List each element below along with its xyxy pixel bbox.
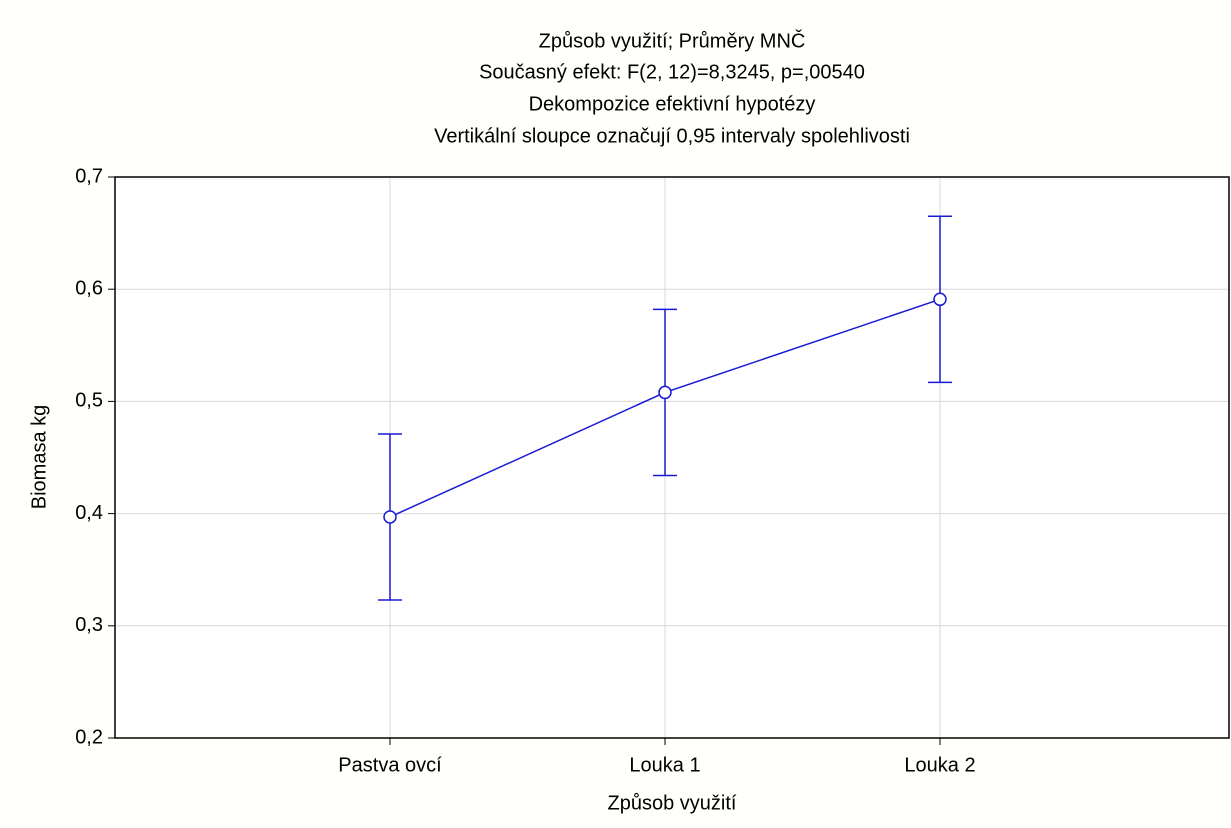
chart-subtitle: Dekompozice efektivní hypotézy (529, 93, 816, 115)
chart-subtitle: Současný efekt: F(2, 12)=8,3245, p=,0054… (479, 61, 865, 83)
marker (658, 385, 672, 400)
marker (933, 292, 947, 307)
chart-subtitle: Vertikální sloupce označují 0,95 interva… (434, 125, 910, 147)
marker (383, 510, 397, 524)
chart-title: Způsob využití; Průměry MNČ (539, 29, 806, 52)
y-tick-label: 0,2 (75, 726, 103, 748)
y-tick-label: 0,6 (75, 277, 103, 299)
y-tick-label: 0,3 (75, 614, 103, 636)
y-axis-label: Biomasa kg (28, 405, 50, 510)
x-axis-label: Způsob využití (608, 792, 737, 814)
plot-frame (114, 176, 1230, 739)
x-tick-label: Louka 2 (904, 754, 975, 776)
x-tick-label: Pastva ovcí (338, 754, 442, 776)
x-tick-label: Louka 1 (629, 754, 700, 776)
y-tick-label: 0,7 (75, 165, 103, 187)
plot-area (115, 177, 1229, 738)
y-tick-label: 0,5 (75, 390, 103, 412)
y-tick-label: 0,4 (75, 502, 103, 524)
